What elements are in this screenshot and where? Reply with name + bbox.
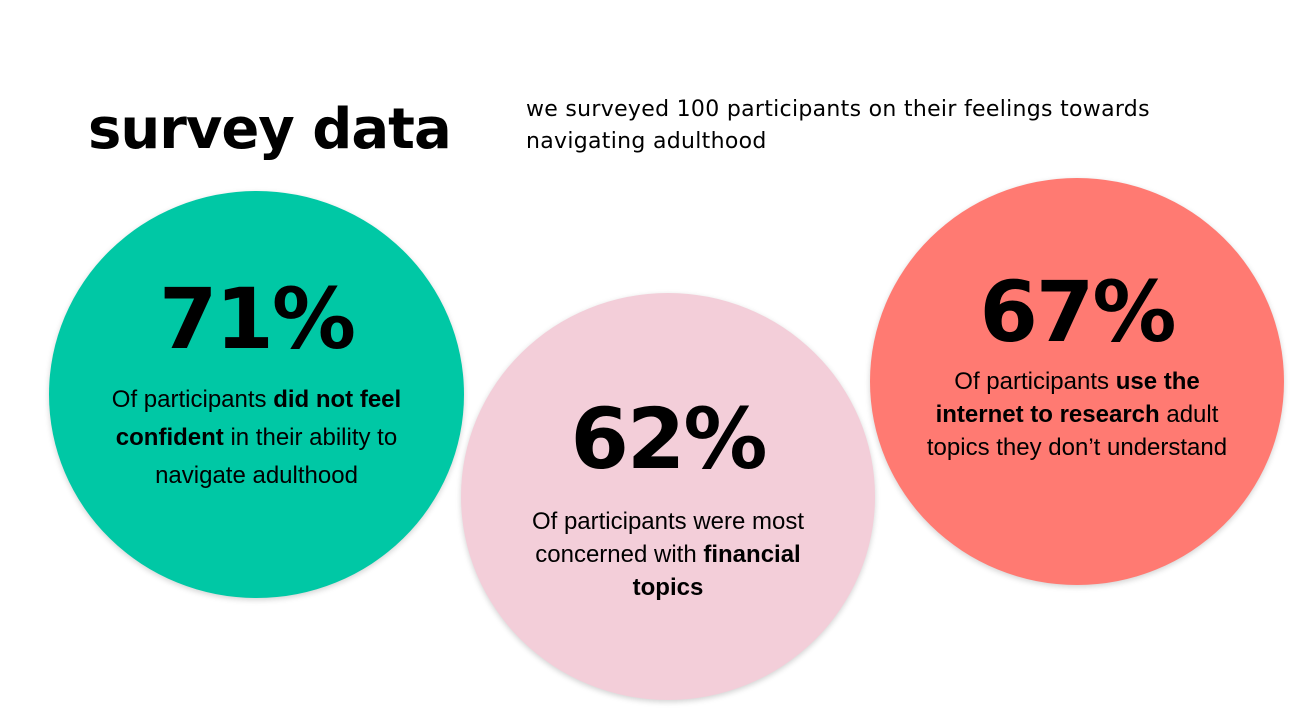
desc-emphasis: financial topics bbox=[632, 541, 801, 601]
stat-value: 62% bbox=[570, 390, 767, 488]
desc-text: Of participants bbox=[111, 386, 274, 413]
stat-description: Of participants were most concerned with… bbox=[501, 505, 835, 604]
desc-text: adult topics they don’t understand bbox=[926, 401, 1228, 461]
stat-description: Of participants use the internet to rese… bbox=[910, 365, 1244, 464]
stat-circle-internet: 67% Of participants use the internet to … bbox=[870, 178, 1284, 585]
stat-circle-financial: 62% Of participants were most concerned … bbox=[461, 293, 875, 700]
desc-text: in their ability to navigate adulthood bbox=[155, 424, 398, 489]
desc-emphasis: use the internet to research bbox=[935, 368, 1200, 428]
page-title: survey data bbox=[88, 97, 452, 162]
stat-value: 67% bbox=[979, 263, 1176, 361]
desc-text: Of participants were most concerned with bbox=[531, 508, 805, 568]
stat-value: 71% bbox=[158, 270, 356, 368]
stat-circle-confidence: 71% Of participants did not feel confide… bbox=[49, 191, 464, 598]
stat-description: Of participants did not feel confident i… bbox=[79, 381, 434, 495]
desc-emphasis: did not feel confident bbox=[115, 386, 402, 451]
desc-text: Of participants bbox=[954, 368, 1116, 395]
subtitle: we surveyed 100 participants on their fe… bbox=[526, 97, 1150, 154]
